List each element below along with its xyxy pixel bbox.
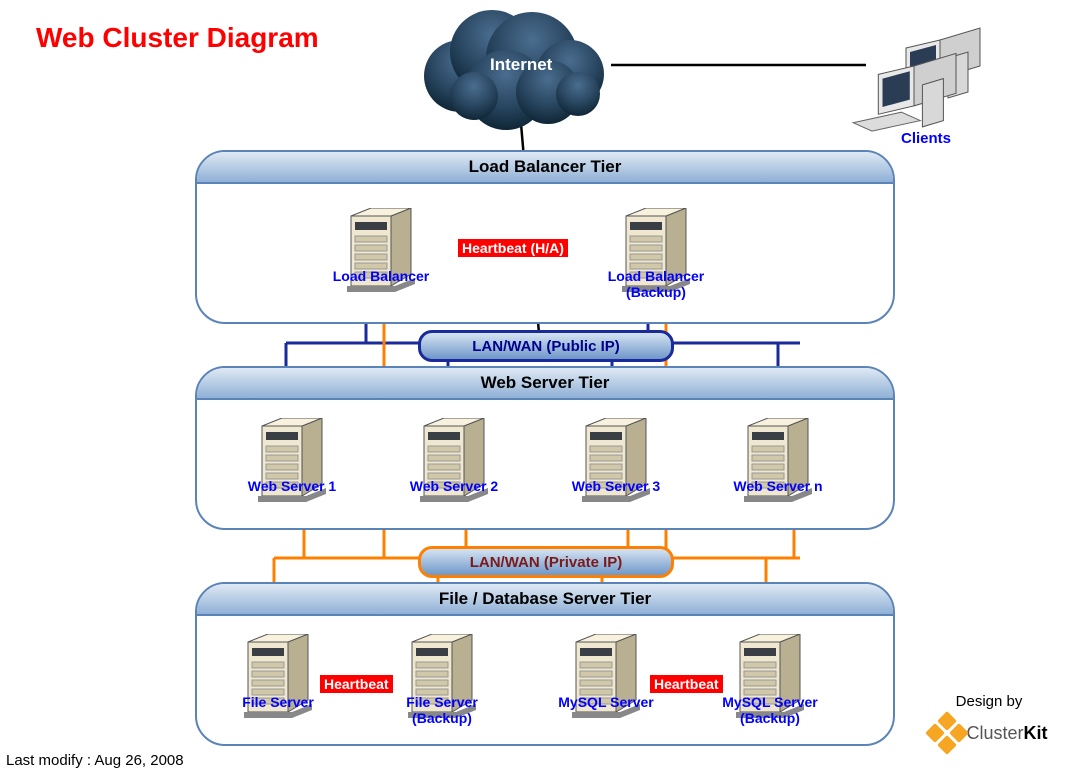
server-label-w1: Web Server 1 [212,478,372,494]
internet-label: Internet [490,55,552,75]
clients-label: Clients [890,130,962,147]
server-label-f2: File Server (Backup) [362,694,522,726]
logo-text: ClusterKit [966,723,1047,744]
heartbeat-file: Heartbeat [320,675,393,693]
page-title: Web Cluster Diagram [36,22,319,54]
server-label-m1: MySQL Server [526,694,686,710]
logo-icon [930,716,964,750]
lan-public-pipe: LAN/WAN (Public IP) [418,330,674,362]
lan-private-pipe: LAN/WAN (Private IP) [418,546,674,578]
tier-file-database-header: File / Database Server Tier [197,584,893,616]
tier-load-balancer-header: Load Balancer Tier [197,152,893,184]
heartbeat-mysql: Heartbeat [650,675,723,693]
tier-load-balancer: Load Balancer Tier [195,150,895,324]
server-label-f1: File Server [198,694,358,710]
design-by-label: Design by [909,693,1069,710]
clusterkit-logo: ClusterKit [909,716,1069,750]
server-label-w3: Web Server 3 [536,478,696,494]
server-label-wn: Web Server n [698,478,858,494]
lan-public-label: LAN/WAN (Public IP) [472,338,620,355]
server-label-lb2: Load Balancer (Backup) [576,268,736,300]
design-by: Design by ClusterKit [909,693,1069,750]
heartbeat-lb: Heartbeat (H/A) [458,239,568,257]
server-label-m2: MySQL Server (Backup) [690,694,850,726]
tier-web-server-header: Web Server Tier [197,368,893,400]
last-modify: Last modify : Aug 26, 2008 [6,752,184,769]
server-label-w2: Web Server 2 [374,478,534,494]
server-label-lb1: Load Balancer [301,268,461,284]
lan-private-label: LAN/WAN (Private IP) [470,554,623,571]
clients-icon [853,28,980,131]
